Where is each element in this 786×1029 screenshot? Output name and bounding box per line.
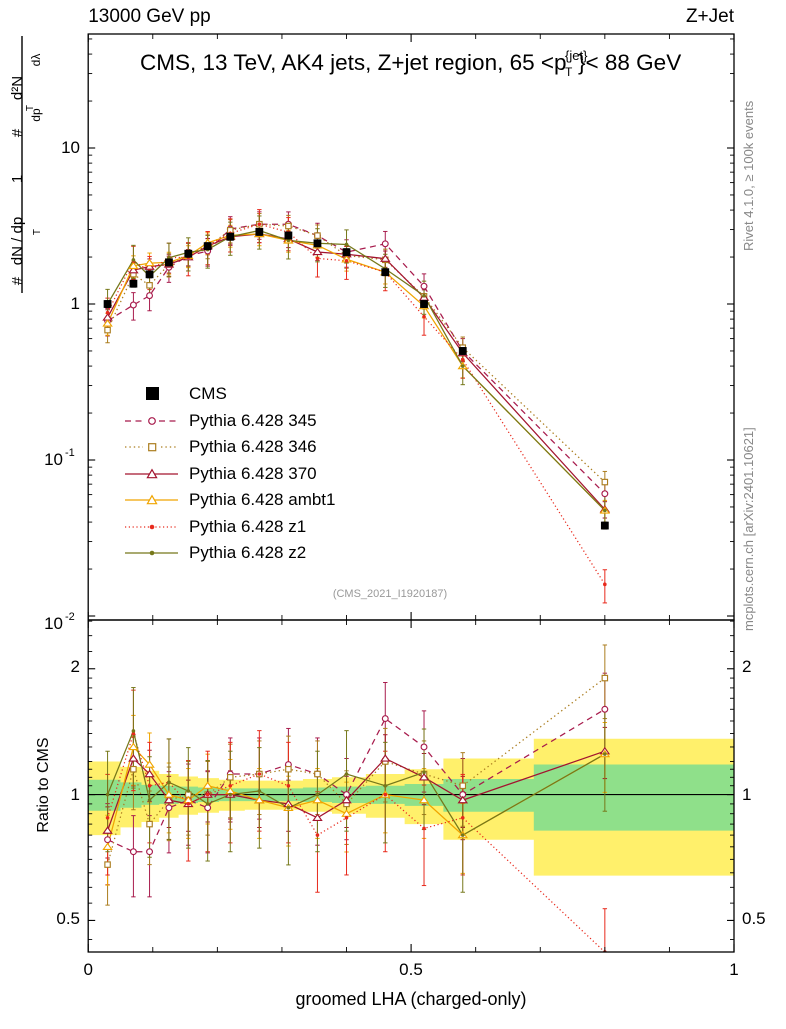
- svg-text:#: #: [9, 276, 26, 285]
- svg-text:CMS: CMS: [189, 384, 227, 403]
- svg-text:1: 1: [71, 785, 80, 804]
- svg-text:Pythia 6.428 346: Pythia 6.428 346: [189, 437, 317, 456]
- svg-text:Rivet 4.1.0, ≥ 100k events: Rivet 4.1.0, ≥ 100k events: [741, 100, 756, 251]
- svg-text:d²N: d²N: [9, 76, 26, 100]
- svg-text:dN / dp: dN / dp: [9, 217, 26, 265]
- svg-text:-1: -1: [65, 447, 75, 459]
- svg-text:T: T: [32, 229, 43, 235]
- svg-text:Pythia 6.428 ambt1: Pythia 6.428 ambt1: [189, 490, 335, 509]
- svg-text:Pythia 6.428 370: Pythia 6.428 370: [189, 464, 317, 483]
- svg-text:0.5: 0.5: [399, 960, 423, 979]
- svg-text:CMS, 13 TeV, AK4 jets, Z+jet r: CMS, 13 TeV, AK4 jets, Z+jet region, 65 …: [140, 50, 567, 75]
- svg-text:1: 1: [729, 960, 738, 979]
- svg-text:10: 10: [44, 450, 63, 469]
- svg-text:Ratio to CMS: Ratio to CMS: [35, 737, 52, 832]
- svg-text:-2: -2: [65, 611, 75, 623]
- svg-text:(CMS_2021_I1920187): (CMS_2021_I1920187): [333, 588, 447, 600]
- svg-text:Pythia 6.428 345: Pythia 6.428 345: [189, 411, 317, 430]
- svg-text:13000 GeV pp: 13000 GeV pp: [88, 6, 211, 27]
- svg-text:0: 0: [83, 960, 92, 979]
- svg-text:T: T: [565, 65, 573, 79]
- svg-text:mcplots.cern.ch [arXiv:2401.10: mcplots.cern.ch [arXiv:2401.10621]: [741, 427, 756, 631]
- svg-text:Pythia 6.428 z1: Pythia 6.428 z1: [189, 517, 306, 536]
- svg-text:10: 10: [44, 614, 63, 633]
- svg-text:}< 88 GeV: }< 88 GeV: [578, 50, 681, 75]
- svg-text:1: 1: [742, 785, 751, 804]
- svg-text:T: T: [25, 105, 36, 111]
- svg-text:Pythia 6.428 z2: Pythia 6.428 z2: [189, 543, 306, 562]
- svg-text:dλ: dλ: [29, 54, 43, 67]
- svg-text:1: 1: [9, 175, 26, 183]
- svg-text:1: 1: [71, 294, 80, 313]
- svg-text:groomed LHA (charged-only): groomed LHA (charged-only): [295, 989, 526, 1009]
- svg-text:#: #: [9, 128, 26, 137]
- svg-text:0.5: 0.5: [56, 909, 80, 928]
- svg-text:2: 2: [71, 657, 80, 676]
- svg-text:Z+Jet: Z+Jet: [686, 6, 735, 27]
- svg-text:2: 2: [742, 657, 751, 676]
- svg-text:0.5: 0.5: [742, 909, 766, 928]
- svg-text:10: 10: [61, 138, 80, 157]
